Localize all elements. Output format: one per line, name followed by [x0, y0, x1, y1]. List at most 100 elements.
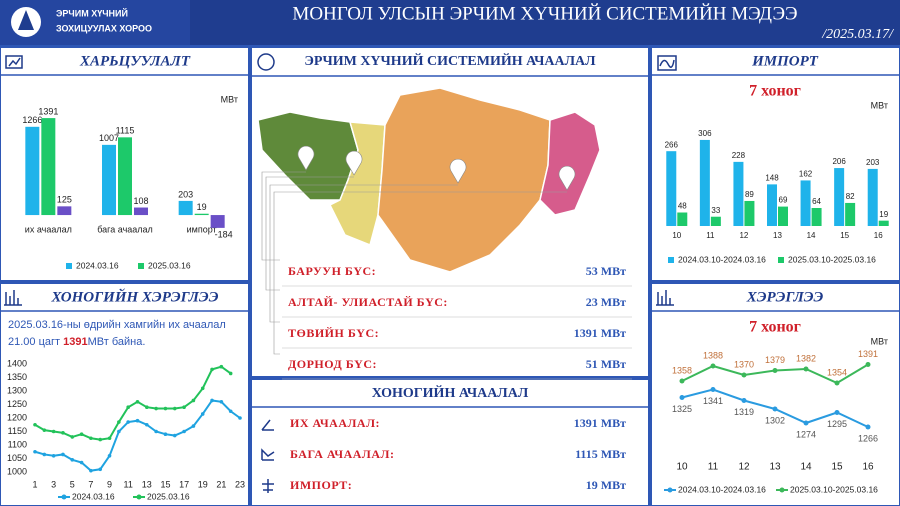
data-label: 69	[779, 196, 788, 205]
legend-label: 2024.03.16	[76, 260, 119, 270]
panel-title: ХОНОГИЙН АЧААЛАЛ	[372, 384, 529, 401]
point	[200, 412, 205, 416]
point	[834, 410, 840, 415]
bar	[102, 144, 116, 216]
data-label: 306	[698, 129, 712, 138]
icon	[257, 53, 275, 71]
legend-dot	[667, 487, 673, 493]
data-label: 1325	[672, 404, 692, 414]
point	[51, 429, 56, 434]
unit-label: МВт	[221, 94, 238, 104]
point	[61, 431, 65, 435]
map	[257, 87, 601, 273]
point	[228, 371, 233, 376]
y-tick-label: 1150	[8, 426, 27, 436]
point	[33, 449, 37, 454]
point	[679, 395, 685, 400]
data-label: 89	[745, 190, 754, 199]
point	[98, 467, 103, 472]
x-tick-label: 10	[672, 231, 681, 240]
bar	[767, 184, 777, 226]
bar	[699, 139, 710, 226]
annotation-part: МВт байна.	[88, 336, 146, 348]
bar	[733, 161, 744, 226]
region-name: ТӨВИЙН БҮС:	[288, 326, 379, 340]
load-name: ИХ АЧААЛАЛ:	[290, 416, 380, 430]
region-name: БАРУУН БҮС:	[288, 264, 376, 278]
bar	[710, 216, 721, 226]
x-tick-label: 11	[708, 462, 719, 473]
legend-dot	[136, 494, 142, 500]
x-tick-label: 12	[739, 231, 748, 240]
legend-swatch	[668, 257, 674, 263]
x-tick-label: 14	[807, 231, 816, 240]
icon	[262, 479, 274, 493]
icon	[261, 419, 274, 431]
data-label: 203	[866, 158, 880, 167]
legend-label: 2024.03.10-2024.03.16	[678, 254, 766, 264]
data-label: 1274	[796, 429, 816, 439]
data-label: 48	[678, 202, 687, 211]
point	[210, 367, 214, 372]
annotation: 21.00 цагт 1391МВт байна.	[8, 336, 145, 348]
region-value: 53 МВт	[586, 264, 626, 278]
bar	[878, 220, 889, 226]
load-value: 19 МВт	[586, 478, 626, 492]
series-line	[34, 365, 232, 441]
unit-label: МВт	[871, 336, 888, 346]
x-tick-label: 19	[198, 479, 208, 489]
data-label: 1388	[703, 350, 723, 360]
x-tick-label: 7	[88, 479, 93, 489]
x-tick-label: бага ачаалал	[97, 224, 153, 234]
data-label: 82	[846, 192, 855, 201]
leader	[269, 184, 458, 323]
data-label: 162	[799, 170, 813, 179]
legend-swatch	[778, 257, 784, 263]
x-tick-label: 16	[862, 462, 874, 473]
legend-label: 2025.03.16	[148, 260, 191, 270]
point	[107, 454, 112, 458]
data-label: 1295	[827, 419, 847, 429]
bar	[25, 126, 40, 216]
x-tick-label: их ачаалал	[25, 224, 72, 234]
point	[42, 452, 47, 457]
region-name: ДОРНОД БҮС:	[288, 357, 377, 371]
data-label: 1319	[734, 407, 754, 417]
x-tick-label: 11	[706, 231, 715, 240]
icon	[656, 290, 674, 306]
bar	[845, 202, 856, 226]
point	[51, 454, 56, 458]
point	[191, 398, 196, 403]
data-label: 1302	[765, 415, 785, 425]
legend-label: 2025.03.10-2025.03.16	[788, 254, 876, 264]
point	[679, 378, 685, 384]
x-tick-label: 15	[160, 479, 170, 489]
bar	[134, 207, 148, 216]
data-label: 1370	[734, 359, 754, 369]
bar	[867, 168, 878, 226]
y-tick-label: 1050	[7, 453, 27, 463]
bar	[118, 137, 132, 216]
point	[126, 420, 130, 424]
legend-label: 2024.03.10-2024.03.16	[678, 484, 766, 494]
data-label: 1379	[765, 355, 785, 365]
logo-icon	[18, 10, 34, 30]
pin	[449, 158, 467, 184]
x-tick-label: 5	[70, 479, 75, 489]
bar	[41, 118, 56, 216]
page-title: МОНГОЛ УЛСЫН ЭРЧИМ ХҮЧНИЙ СИСТЕМИЙН МЭДЭ…	[292, 3, 797, 24]
point	[117, 420, 121, 424]
title-underlines	[1, 74, 899, 408]
icons	[4, 53, 677, 493]
load-value: 1391 МВт	[574, 416, 626, 430]
point	[79, 460, 84, 465]
point	[238, 416, 242, 420]
point	[710, 387, 716, 392]
y-tick-label: 1300	[7, 385, 27, 395]
x-tick-label: 14	[800, 462, 812, 473]
data-label: 266	[665, 140, 679, 149]
org-name: ЗОХИЦУУЛАХ ХОРОО	[56, 23, 152, 33]
x-tick-label: 9	[107, 479, 112, 489]
bar	[194, 213, 209, 216]
